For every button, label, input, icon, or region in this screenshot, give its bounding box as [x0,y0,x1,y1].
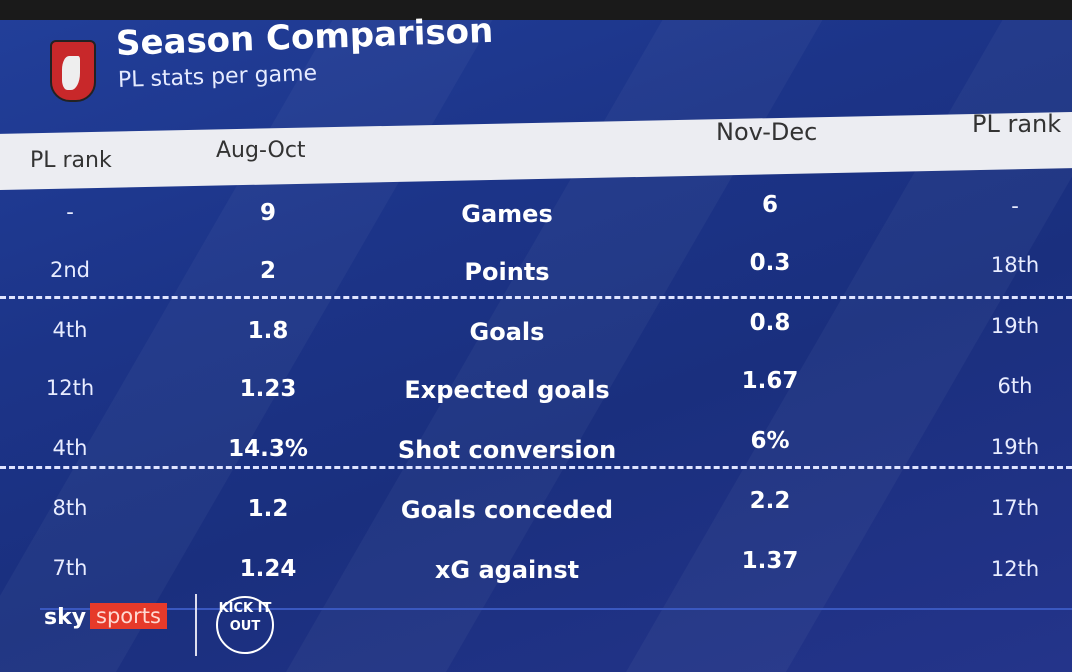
table-row: 4th 14.3% Shot conversion 6% 19th [0,428,1072,486]
cell-v1: 1.23 [239,376,297,402]
col-rank-left: PL rank [30,148,112,173]
cell-rank1: 7th [52,556,88,580]
kick-it-out-logo: KICK IT OUT [216,596,274,654]
cell-v2: 0.8 [749,310,791,336]
cell-v1: 1.2 [247,496,289,522]
cell-rank2: 19th [990,314,1040,339]
cell-label: Points [464,258,550,286]
cell-v2: 1.37 [741,548,799,574]
cell-v2: 0.3 [749,250,791,276]
divider [0,466,1072,469]
cell-v1: 1.24 [239,556,297,582]
cell-rank2: 19th [990,434,1040,459]
cell-label: Expected goals [404,376,610,404]
cell-rank2: 17th [990,496,1040,520]
table-row: 2nd 2 Points 0.3 18th [0,250,1072,308]
cell-rank1: 4th [52,436,88,460]
cell-rank1: 2nd [49,258,91,282]
cell-rank1: - [66,200,74,224]
cell-v2: 2.2 [749,488,791,514]
cell-rank2: - [1011,194,1019,218]
cell-rank1: 4th [52,318,88,342]
cell-v1: 2 [259,258,277,284]
table-row: 12th 1.23 Expected goals 1.67 6th [0,368,1072,426]
cell-label: Goals conceded [400,496,614,524]
cell-v2: 6% [750,428,790,454]
cell-v1: 1.8 [247,318,289,344]
top-edge [0,0,1072,20]
cell-v2: 1.67 [741,368,799,394]
cell-rank2: 12th [990,557,1040,582]
col-aug-oct: Aug-Oct [216,138,306,163]
col-rank-right: PL rank [972,110,1062,138]
cell-rank1: 12th [45,376,95,400]
club-crest-icon [50,40,96,102]
cell-label: xG against [434,556,580,584]
footer-line [40,608,1072,610]
divider [0,296,1072,299]
col-nov-dec: Nov-Dec [716,118,818,146]
cell-rank1: 8th [52,496,88,520]
cell-label: Shot conversion [397,436,617,464]
cell-label: Games [461,200,553,228]
table-row: 4th 1.8 Goals 0.8 19th [0,310,1072,368]
table-row: 8th 1.2 Goals conceded 2.2 17th [0,488,1072,546]
cell-label: Goals [469,318,545,346]
table-row: - 9 Games 6 - [0,192,1072,250]
logo-separator [195,594,197,656]
cell-v2: 6 [761,192,779,218]
cell-rank2: 18th [990,253,1040,278]
table-row: 7th 1.24 xG against 1.37 12th [0,548,1072,606]
cell-v1: 9 [259,200,277,226]
sky-logo: sky [44,605,87,630]
cell-v1: 14.3% [228,436,308,462]
cell-rank2: 6th [997,373,1033,398]
sports-logo: sports [90,603,167,629]
